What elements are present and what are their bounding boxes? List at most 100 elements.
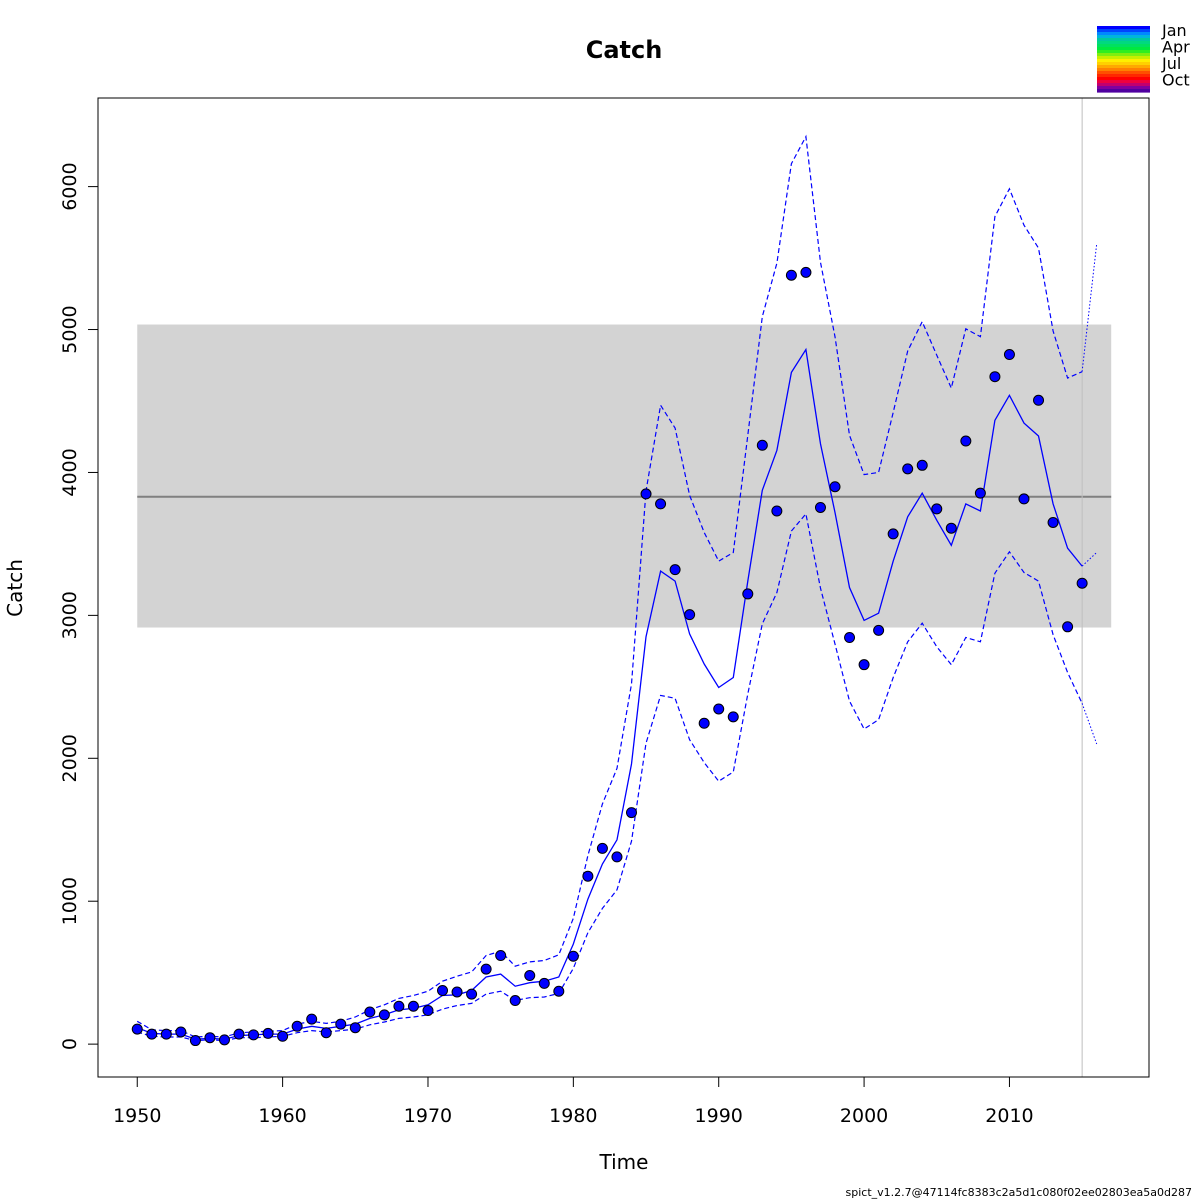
legend-color-swatch	[1097, 26, 1150, 30]
legend-color-swatch	[1097, 89, 1150, 93]
x-tick-label: 1960	[258, 1105, 306, 1127]
legend-color-swatch	[1097, 80, 1150, 84]
observed-point	[1062, 621, 1074, 633]
observed-point	[1003, 349, 1015, 361]
legend-label-oct: Oct	[1162, 71, 1190, 90]
y-axis-label: Catch	[3, 559, 27, 617]
observed-point	[189, 1035, 201, 1047]
observed-point	[582, 870, 594, 882]
observed-point	[378, 1009, 390, 1021]
observed-point	[291, 1020, 303, 1032]
observed-point	[495, 950, 507, 962]
observed-point	[364, 1006, 376, 1018]
reference-band	[137, 324, 1112, 628]
observed-point	[756, 439, 768, 451]
legend-color-swatch	[1097, 56, 1150, 60]
observed-point	[553, 985, 565, 997]
y-tick-label: 5000	[59, 305, 81, 353]
observed-point	[945, 522, 957, 534]
observed-point	[771, 505, 783, 517]
x-tick-label: 1990	[695, 1105, 743, 1127]
x-tick-label: 1980	[549, 1105, 597, 1127]
observed-point	[320, 1027, 332, 1039]
observed-point	[466, 988, 478, 1000]
observed-point	[218, 1034, 230, 1046]
observed-point	[1033, 394, 1045, 406]
x-axis-label: Time	[599, 1150, 649, 1174]
y-tick-label: 3000	[59, 591, 81, 639]
y-tick-label: 2000	[59, 734, 81, 782]
x-axis: 1950 1960 1970 1980 1990 2000 2010	[113, 1076, 1034, 1127]
observed-point	[407, 1000, 419, 1012]
observed-point	[931, 503, 943, 515]
observed-point	[160, 1028, 172, 1040]
x-tick-label: 1950	[113, 1105, 161, 1127]
observed-point	[669, 564, 681, 576]
observed-point	[306, 1013, 318, 1025]
observed-point	[902, 463, 914, 475]
legend-color-swatch	[1097, 50, 1150, 54]
x-tick-label: 2010	[985, 1105, 1033, 1127]
observed-point	[1018, 493, 1030, 505]
y-tick-label: 1000	[59, 877, 81, 925]
observed-point	[887, 528, 899, 540]
plot-area	[131, 98, 1112, 1077]
legend-color-swatch	[1097, 77, 1150, 81]
observed-point	[596, 842, 608, 854]
observed-point	[233, 1028, 245, 1040]
chart-title: Catch	[586, 36, 663, 64]
x-tick-label: 2000	[840, 1105, 888, 1127]
observed-point	[1076, 577, 1088, 589]
observed-point	[567, 950, 579, 962]
observed-point	[916, 459, 928, 471]
x-tick-label: 1970	[404, 1105, 452, 1127]
observed-point	[480, 963, 492, 975]
legend-color-swatch	[1097, 86, 1150, 90]
observed-point	[844, 632, 856, 644]
legend-color-swatch	[1097, 62, 1150, 66]
observed-point	[698, 717, 710, 729]
observed-point	[684, 609, 696, 621]
observed-point	[611, 851, 623, 863]
legend-label-jan: Jan	[1161, 21, 1187, 40]
observed-point	[829, 481, 841, 493]
legend-color-swatch	[1097, 44, 1150, 48]
y-tick-label: 4000	[59, 448, 81, 496]
observed-point	[625, 807, 637, 819]
legend-color-swatch	[1097, 83, 1150, 87]
observed-point	[655, 498, 667, 510]
observed-point	[974, 487, 986, 499]
legend-color-swatch	[1097, 53, 1150, 57]
observed-point	[248, 1029, 260, 1041]
observed-point	[989, 371, 1001, 383]
legend-color-swatch	[1097, 68, 1150, 72]
observed-point	[524, 970, 536, 982]
legend-color-swatch	[1097, 47, 1150, 51]
observed-point	[800, 266, 812, 278]
prediction-upper-line	[1081, 243, 1098, 372]
legend-color-swatch	[1097, 29, 1150, 33]
legend-color-swatch	[1097, 38, 1150, 42]
prediction-lower-line	[1081, 703, 1098, 745]
observed-point	[204, 1032, 216, 1044]
observed-point	[640, 488, 652, 500]
legend-color-swatch	[1097, 41, 1150, 45]
observed-point	[146, 1028, 158, 1040]
observed-point	[437, 985, 449, 997]
observed-point	[277, 1030, 289, 1042]
observed-point	[814, 501, 826, 513]
observed-point	[785, 269, 797, 281]
legend-label-jul: Jul	[1161, 54, 1181, 73]
observed-point	[727, 711, 739, 723]
observed-point	[1047, 516, 1059, 528]
legend-color-swatch	[1097, 59, 1150, 63]
observed-point	[873, 624, 885, 636]
y-tick-label: 6000	[59, 162, 81, 210]
y-axis: 0 1000 2000 3000 4000 5000 6000	[59, 162, 99, 1050]
observed-point	[509, 995, 521, 1007]
legend-color-swatch	[1097, 74, 1150, 78]
observed-point	[262, 1027, 274, 1039]
legend-color-swatch	[1097, 35, 1150, 39]
observed-point	[349, 1022, 361, 1034]
